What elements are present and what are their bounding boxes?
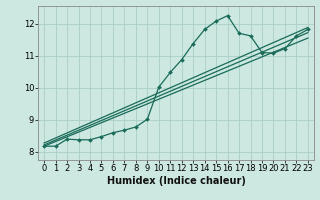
X-axis label: Humidex (Indice chaleur): Humidex (Indice chaleur) — [107, 176, 245, 186]
